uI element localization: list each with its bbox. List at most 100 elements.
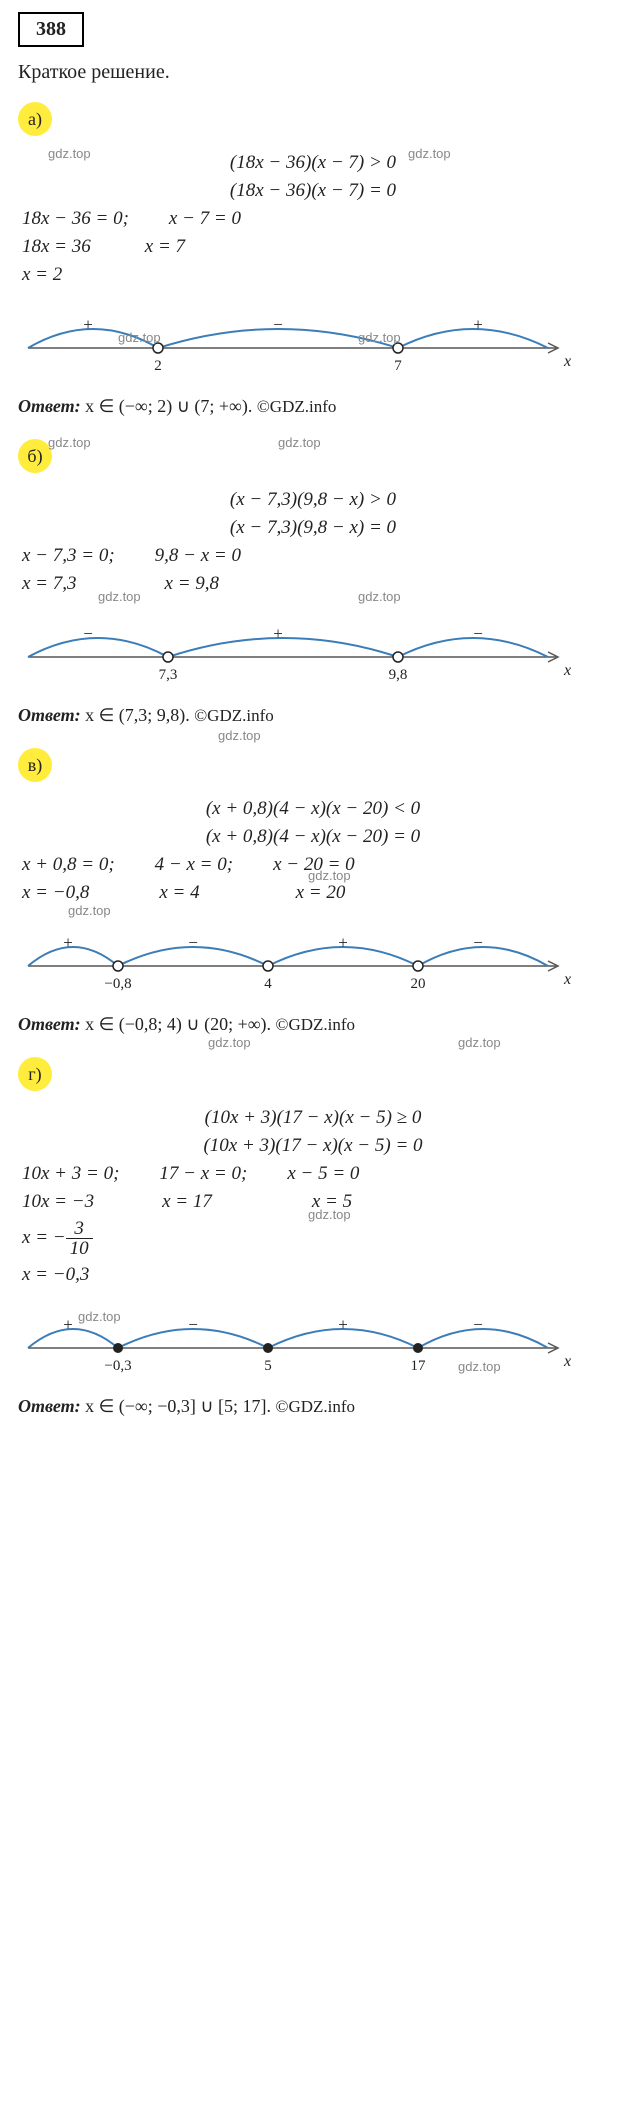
root-eq: x − 7,3 = 0; (22, 545, 115, 567)
roots-row: 18x = 36 x = 7 (18, 236, 608, 258)
root-eq: x = 17 (162, 1191, 212, 1213)
copyright: ©GDZ.info (276, 1397, 356, 1416)
numberline-v: x −0,8 4 20 + − + − (18, 918, 608, 998)
svg-text:x: x (563, 353, 571, 370)
svg-text:+: + (338, 933, 348, 952)
answer-label: Ответ: (18, 1014, 81, 1034)
root-eq: x + 0,8 = 0; (22, 854, 115, 876)
roots-row: x = 2 (18, 264, 608, 286)
equation: (x + 0,8)(4 − x)(x − 20) = 0 (18, 826, 608, 848)
svg-text:−: − (188, 933, 198, 952)
answer-label: Ответ: (18, 396, 81, 416)
svg-text:17: 17 (411, 1358, 427, 1374)
root-eq: 18x − 36 = 0; (22, 208, 129, 230)
watermark: gdz.top (458, 1035, 501, 1050)
roots-row: x + 0,8 = 0; 4 − x = 0; x − 20 = 0 (18, 854, 608, 876)
part-v: gdz.top в) (x + 0,8)(4 − x)(x − 20) < 0 … (18, 748, 608, 998)
answer-b: Ответ: x ∈ (7,3; 9,8). ©GDZ.info (18, 705, 608, 726)
svg-text:7: 7 (394, 358, 402, 374)
part-label-a: а) (18, 102, 52, 136)
svg-text:+: + (83, 315, 93, 334)
svg-text:+: + (63, 1315, 73, 1334)
copyright: ©GDZ.info (276, 1015, 356, 1034)
svg-text:+: + (338, 1315, 348, 1334)
root-eq: 18x = 36 (22, 236, 91, 258)
roots-row: x = −310 (18, 1219, 608, 1258)
part-label-g: г) (18, 1057, 52, 1091)
numberline-g: x −0,3 5 17 + − + − (18, 1300, 608, 1380)
root-eq: x = 20 (296, 882, 346, 904)
part-b: б) gdz.top gdz.top (x − 7,3)(9,8 − x) > … (18, 439, 608, 689)
root-eq: 17 − x = 0; (159, 1163, 247, 1185)
watermark: gdz.top (208, 1035, 251, 1050)
copyright: ©GDZ.info (194, 706, 274, 725)
watermark: gdz.top (68, 903, 111, 918)
root-eq: x = 9,8 (165, 573, 220, 595)
roots-row: x = −0,8 x = 4 x = 20 (18, 882, 608, 904)
svg-text:7,3: 7,3 (159, 667, 178, 683)
roots-row: x − 7,3 = 0; 9,8 − x = 0 (18, 545, 608, 567)
equation: (18x − 36)(x − 7) = 0 (18, 180, 608, 202)
answer-v: Ответ: x ∈ (−0,8; 4) ∪ (20; +∞). ©GDZ.in… (18, 1014, 608, 1035)
answer-g: Ответ: x ∈ (−∞; −0,3] ∪ [5; 17]. ©GDZ.in… (18, 1396, 608, 1417)
root-eq: x = 2 (22, 264, 62, 286)
root-eq: 4 − x = 0; (155, 854, 233, 876)
roots-row: 10x + 3 = 0; 17 − x = 0; x − 5 = 0 (18, 1163, 608, 1185)
heading: Краткое решение. (18, 61, 608, 84)
svg-text:2: 2 (154, 358, 162, 374)
roots-row: 10x = −3 x = 17 x = 5 (18, 1191, 608, 1213)
svg-text:+: + (63, 933, 73, 952)
answer-text: x ∈ (−0,8; 4) ∪ (20; +∞). (85, 1014, 271, 1034)
svg-text:−0,8: −0,8 (104, 976, 131, 992)
root-eq: x − 7 = 0 (169, 208, 241, 230)
numberline-b: x7,39,8−+− (18, 609, 608, 689)
root-eq: x = −0,3 (22, 1264, 89, 1286)
svg-text:−: − (473, 933, 483, 952)
svg-text:5: 5 (264, 1358, 272, 1374)
part-label-v: в) (18, 748, 52, 782)
root-eq: x = 5 (312, 1191, 352, 1213)
equation: (x − 7,3)(9,8 − x) = 0 (18, 517, 608, 539)
equation: (18x − 36)(x − 7) > 0 (18, 152, 608, 174)
svg-text:−: − (273, 315, 283, 334)
answer-text: x ∈ (−∞; 2) ∪ (7; +∞). (85, 396, 252, 416)
problem-number: 388 (18, 12, 84, 47)
answer-label: Ответ: (18, 1396, 81, 1416)
root-eq: 9,8 − x = 0 (155, 545, 241, 567)
watermark: gdz.top (218, 728, 261, 743)
svg-text:+: + (273, 624, 283, 643)
equation: (10x + 3)(17 − x)(x − 5) = 0 (18, 1135, 608, 1157)
root-eq-fraction: x = −310 (22, 1219, 93, 1258)
svg-text:9,8: 9,8 (389, 667, 408, 683)
numberline-a: x 2 7 + − + (18, 300, 608, 380)
answer-text: x ∈ (−∞; −0,3] ∪ [5; 17]. (85, 1396, 271, 1416)
svg-text:−: − (188, 1315, 198, 1334)
equation: (x + 0,8)(4 − x)(x − 20) < 0 (18, 798, 608, 820)
svg-text:+: + (473, 315, 483, 334)
svg-text:x: x (563, 971, 571, 988)
equation: (x − 7,3)(9,8 − x) > 0 (18, 489, 608, 511)
watermark: gdz.top (48, 435, 91, 450)
svg-text:−: − (473, 624, 483, 643)
root-eq: x = −0,8 (22, 882, 89, 904)
roots-row: 18x − 36 = 0; x − 7 = 0 (18, 208, 608, 230)
part-a: а) gdz.top gdz.top (18x − 36)(x − 7) > 0… (18, 102, 608, 380)
root-eq: 10x + 3 = 0; (22, 1163, 119, 1185)
answer-text: x ∈ (7,3; 9,8). (85, 705, 190, 725)
part-label-b: б) (18, 439, 52, 473)
svg-text:x: x (563, 1353, 571, 1370)
svg-text:−: − (83, 624, 93, 643)
watermark: gdz.top (278, 435, 321, 450)
svg-text:−0,3: −0,3 (104, 1358, 131, 1374)
svg-text:20: 20 (411, 976, 426, 992)
part-g: gdz.top gdz.top г) (10x + 3)(17 − x)(x −… (18, 1057, 608, 1380)
roots-row: x = 7,3 x = 9,8 (18, 573, 608, 595)
root-eq: 10x = −3 (22, 1191, 94, 1213)
root-eq: x = 4 (159, 882, 199, 904)
root-eq: x − 20 = 0 (273, 854, 355, 876)
answer-label: Ответ: (18, 705, 81, 725)
svg-text:4: 4 (264, 976, 272, 992)
root-eq: x = 7 (145, 236, 185, 258)
root-eq: x − 5 = 0 (287, 1163, 359, 1185)
svg-text:−: − (473, 1315, 483, 1334)
